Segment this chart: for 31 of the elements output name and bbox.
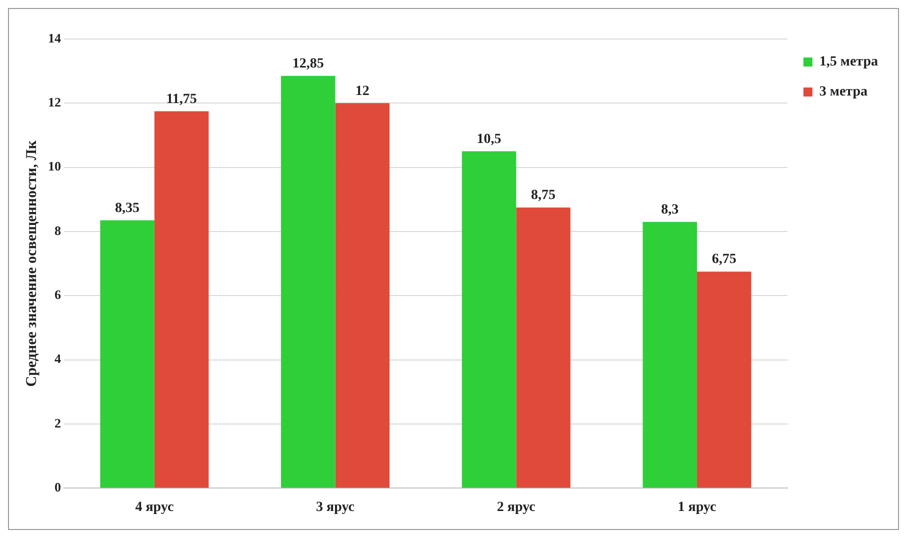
bar xyxy=(696,272,752,488)
data-label: 12 xyxy=(355,84,370,99)
data-label: 8,35 xyxy=(115,200,140,216)
bar xyxy=(100,220,154,488)
x-tick-label: 4 ярус xyxy=(135,500,174,516)
y-tick-label: 8 xyxy=(54,222,62,238)
data-label: 10,5 xyxy=(476,132,502,147)
legend-label: 3 метра xyxy=(819,84,868,100)
x-tick-label: 2 ярус xyxy=(496,500,536,516)
y-tick-label: 4 xyxy=(54,351,62,366)
x-tick-label: 3 ярус xyxy=(316,500,355,516)
bar xyxy=(462,151,516,488)
bar xyxy=(516,207,570,488)
data-label: 11,75 xyxy=(166,92,197,107)
y-tick-label: 14 xyxy=(48,30,62,46)
data-label: 8,3 xyxy=(661,202,679,218)
bar xyxy=(642,222,697,488)
y-tick-label: 2 xyxy=(54,415,61,430)
y-tick-label: 10 xyxy=(48,158,61,174)
y-tick-label: 6 xyxy=(54,287,62,302)
y-axis-title: Среднее значение освещенности, Лк xyxy=(24,140,40,387)
x-tick-label: 1 ярус xyxy=(678,500,716,516)
bar xyxy=(281,76,336,488)
bar xyxy=(335,103,390,488)
y-tick-label: 12 xyxy=(48,94,61,110)
legend-label: 1,5 метра xyxy=(819,54,878,70)
bar xyxy=(154,111,209,488)
y-tick-label: 0 xyxy=(54,480,61,495)
data-label: 12,85 xyxy=(292,56,324,72)
data-label: 6,75 xyxy=(712,252,736,268)
data-label: 8,75 xyxy=(531,188,556,204)
